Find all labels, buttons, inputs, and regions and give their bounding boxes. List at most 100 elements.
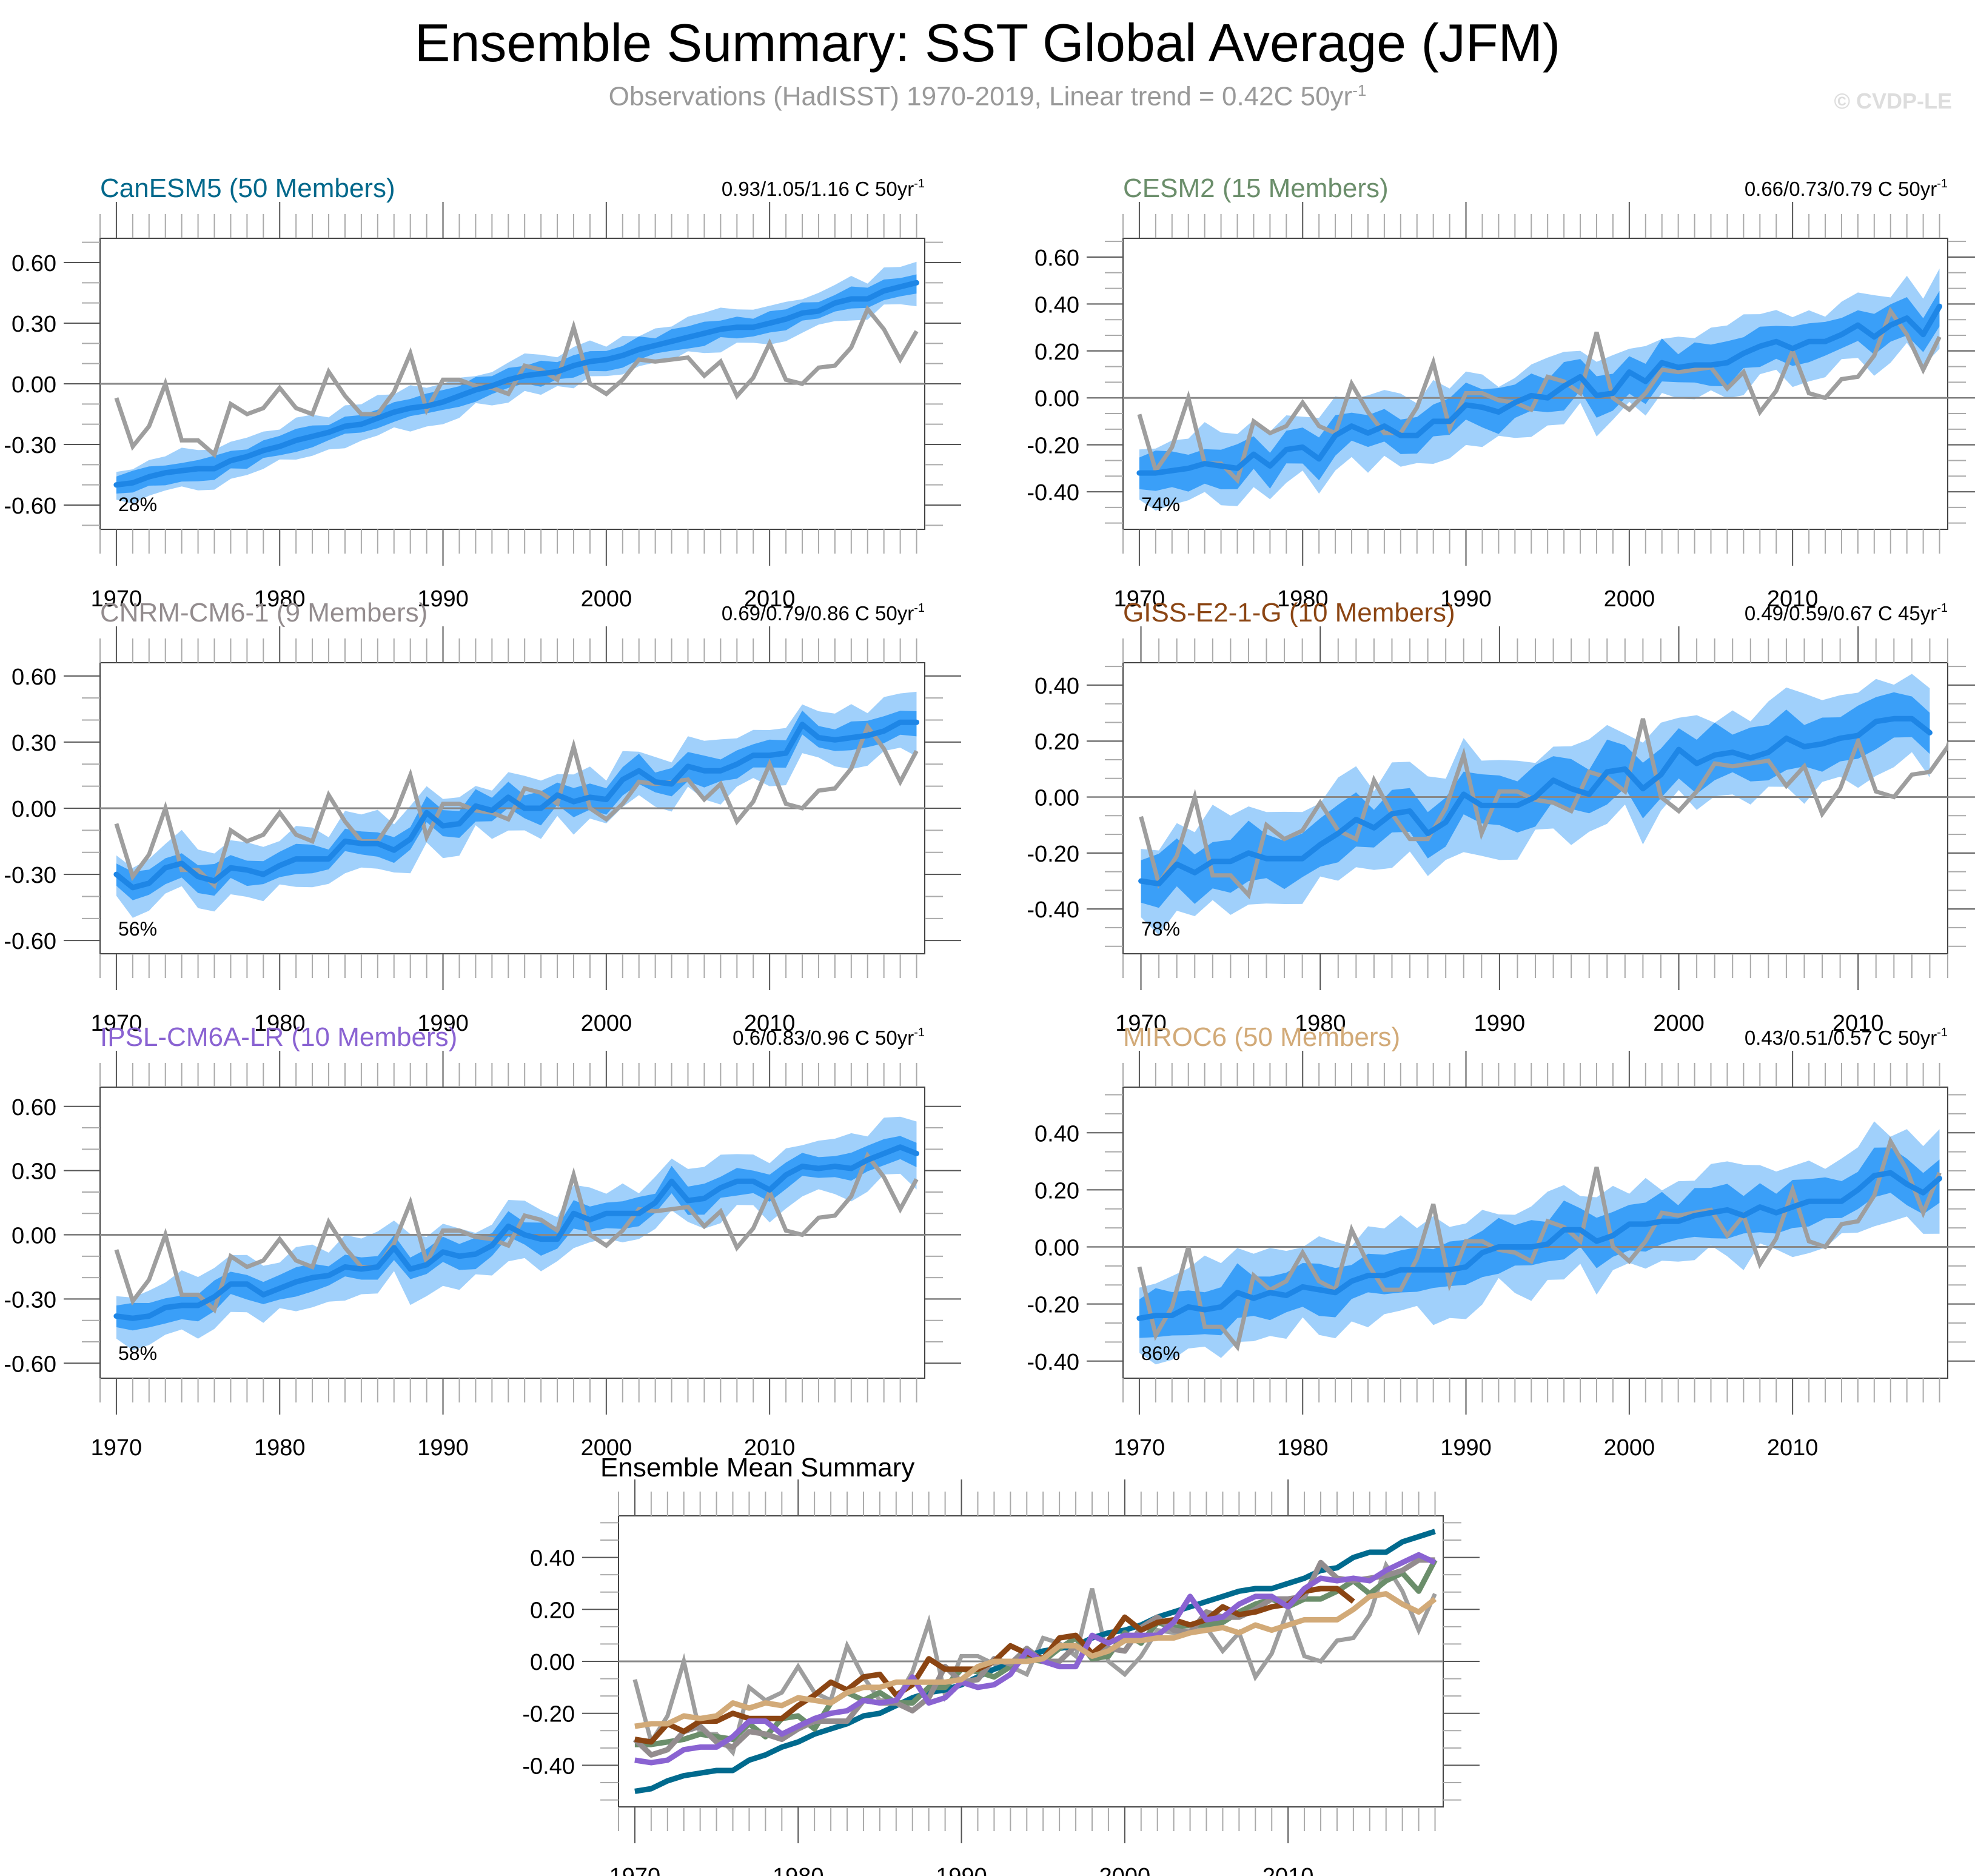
panel-3-percent-label: 56% bbox=[118, 918, 157, 940]
panel-4-ensemble-mean-line bbox=[1138, 715, 1933, 887]
panel-2-plot-area bbox=[1123, 268, 1948, 511]
panel-3-y-tick-label: 0.00 bbox=[12, 797, 56, 822]
panel-2-y-tick-label: 0.40 bbox=[1034, 292, 1079, 318]
summary-y-tick-label: 0.20 bbox=[530, 1598, 575, 1623]
panel-1-x-tick-label: 1970 bbox=[91, 586, 143, 612]
panel-4-y-tick-label: 0.20 bbox=[1034, 729, 1079, 755]
panel-2-percent-label: 74% bbox=[1141, 494, 1180, 515]
panel-4-x-tick-label: 2010 bbox=[1832, 1011, 1884, 1036]
summary-y-tick-label: 0.00 bbox=[530, 1650, 575, 1675]
panel-1-percent-label: 28% bbox=[118, 494, 157, 515]
panel-1-y-tick-label: 0.30 bbox=[12, 312, 56, 337]
panel-6-x-tick-label: 1990 bbox=[1440, 1435, 1492, 1461]
panel-6-ensemble-mean-line bbox=[1136, 1170, 1942, 1321]
panel-4-plot-area bbox=[1123, 674, 1948, 936]
panel-6-x-tick-label: 1970 bbox=[1114, 1435, 1165, 1461]
summary-x-tick-label: 1980 bbox=[773, 1864, 824, 1876]
panel-5-x-tick-label: 2000 bbox=[581, 1435, 632, 1461]
subtitle-text: Observations (HadISST) 1970-2019, Linear… bbox=[608, 81, 1353, 112]
panel-2-y-tick-label: 0.20 bbox=[1034, 340, 1079, 365]
panel-2-y-ticks bbox=[1087, 241, 1975, 524]
panel-4-x-tick-label: 1980 bbox=[1295, 1011, 1346, 1036]
panel-6-y-tick-label: 0.40 bbox=[1034, 1121, 1079, 1147]
summary-plot-area bbox=[619, 1529, 1443, 1794]
panel-5-trend-label: 0.6/0.83/0.96 C 50yr-1 bbox=[733, 1026, 925, 1049]
panel-6-y-tick-label: 0.20 bbox=[1034, 1178, 1079, 1204]
panel-1-y-tick-label: 0.00 bbox=[12, 372, 56, 398]
panel-5-plot-frame bbox=[99, 1087, 925, 1379]
summary-title: Ensemble Mean Summary bbox=[600, 1453, 914, 1482]
panel-1-y-tick-label: -0.30 bbox=[4, 433, 56, 458]
panel-2-x-tick-label: 1970 bbox=[1114, 586, 1165, 612]
panel-5-x-minor-ticks bbox=[99, 1051, 917, 1415]
panel-3-x-tick-label: 1980 bbox=[254, 1011, 306, 1036]
panel-6-observations-line bbox=[1137, 1136, 1942, 1352]
panel-1: CanESM5 (50 Members) 0.93/1.05/1.16 C 50y… bbox=[4, 173, 961, 612]
panel-3-x-tick-label: 2010 bbox=[744, 1011, 796, 1036]
panel-4-x-tick-label: 2000 bbox=[1653, 1011, 1705, 1036]
panel-6-plot-frame bbox=[1122, 1087, 1948, 1379]
panel-2-y-tick-label: -0.40 bbox=[1027, 480, 1079, 506]
panel-1-x-tick-label: 2010 bbox=[744, 586, 796, 612]
panel-6-title: MIROC6 (50 Members) bbox=[1123, 1022, 1400, 1052]
panel-3-y-ticks bbox=[64, 675, 961, 942]
panel-2-title: CESM2 (15 Members) bbox=[1123, 173, 1389, 203]
panel-6-x-tick-label: 2010 bbox=[1767, 1435, 1819, 1461]
summary-series-line-ipsl-cm6a-lr bbox=[634, 1552, 1437, 1766]
panel-5: IPSL-CM6A-LR (10 Members) 0.6/0.83/0.96 C… bbox=[4, 1022, 961, 1461]
summary-y-tick-label: -0.20 bbox=[522, 1702, 575, 1727]
summary-x-tick-label: 1970 bbox=[609, 1864, 661, 1876]
summary-x-tick-label: 2000 bbox=[1099, 1864, 1151, 1876]
panel-6-y-tick-label: -0.40 bbox=[1027, 1350, 1079, 1375]
panel-3-y-tick-label: 0.30 bbox=[12, 731, 56, 756]
panel-2: CESM2 (15 Members) 0.66/0.73/0.79 C 50yr-… bbox=[1027, 173, 1975, 612]
panel-2-x-tick-label: 1990 bbox=[1440, 586, 1492, 612]
summary-x-tick-label: 1990 bbox=[936, 1864, 987, 1876]
panel-1-ensemble-mean-line bbox=[113, 280, 919, 488]
panel-6-percent-label: 86% bbox=[1141, 1342, 1180, 1364]
summary-x-minor-ticks bbox=[618, 1479, 1436, 1843]
panel-5-y-tick-label: -0.30 bbox=[4, 1287, 56, 1313]
panel-4-percent-label: 78% bbox=[1141, 918, 1180, 940]
panel-2-trend-superscript: -1 bbox=[1937, 177, 1948, 190]
panel-5-y-tick-label: 0.30 bbox=[12, 1159, 56, 1185]
panel-2-plot-frame bbox=[1122, 238, 1948, 530]
panel-2-observations-line bbox=[1137, 306, 1942, 484]
panel-2-y-tick-label: 0.00 bbox=[1034, 386, 1079, 412]
panel-5-y-tick-label: -0.60 bbox=[4, 1352, 56, 1377]
panel-5-y-tick-label: 0.00 bbox=[12, 1224, 56, 1249]
panel-3-y-tick-label: -0.30 bbox=[4, 863, 56, 888]
panel-4-y-ticks bbox=[1087, 666, 1975, 947]
panel-1-plot-area bbox=[100, 261, 925, 504]
panel-2-x-tick-label: 1980 bbox=[1277, 586, 1329, 612]
panel-1-x-tick-label: 2000 bbox=[581, 586, 632, 612]
panel-3-ensemble-mean-line bbox=[113, 719, 919, 891]
figure-subtitle: Observations (HadISST) 1970-2019, Linear… bbox=[0, 81, 1975, 112]
panel-4-x-tick-label: 1990 bbox=[1474, 1011, 1526, 1036]
panel-5-y-ticks bbox=[64, 1105, 961, 1364]
panel-4-observations-line bbox=[1139, 718, 1948, 900]
panel-4-y-tick-label: 0.00 bbox=[1034, 786, 1079, 811]
panel-5-percent-label: 58% bbox=[118, 1342, 157, 1364]
panel-1-trend-superscript: -1 bbox=[914, 177, 925, 190]
panel-3-x-tick-label: 1990 bbox=[417, 1011, 469, 1036]
summary-x-tick-label: 2010 bbox=[1262, 1864, 1314, 1876]
panel-1-y-tick-label: 0.60 bbox=[12, 251, 56, 276]
panel-1-x-tick-label: 1990 bbox=[417, 586, 469, 612]
panel-2-ensemble-mean-line bbox=[1136, 303, 1942, 476]
panel-6-y-tick-label: -0.20 bbox=[1027, 1293, 1079, 1318]
panel-3-plot-area bbox=[100, 691, 925, 918]
summary-panel: Ensemble Mean Summary -0.40 -0.20 0.00 0.20 0… bbox=[522, 1453, 1480, 1876]
panel-1-trend-label: 0.93/1.05/1.16 C 50yr-1 bbox=[722, 177, 925, 200]
panel-6-trend-superscript: -1 bbox=[1937, 1026, 1948, 1039]
panel-2-x-tick-label: 2010 bbox=[1767, 586, 1819, 612]
panel-5-x-tick-label: 1990 bbox=[417, 1435, 469, 1461]
panel-4-title: GISS-E2-1-G (10 Members) bbox=[1123, 598, 1455, 628]
panel-6-y-tick-label: 0.00 bbox=[1034, 1236, 1079, 1261]
panel-1-x-minor-ticks bbox=[99, 202, 917, 566]
panel-3-title: CNRM-CM6-1 (9 Members) bbox=[100, 598, 428, 628]
panel-1-y-tick-label: -0.60 bbox=[4, 494, 56, 519]
panel-6: MIROC6 (50 Members) 0.43/0.51/0.57 C 50yr… bbox=[1027, 1022, 1975, 1461]
panel-6-trend-label: 0.43/0.51/0.57 C 50yr-1 bbox=[1745, 1026, 1948, 1049]
